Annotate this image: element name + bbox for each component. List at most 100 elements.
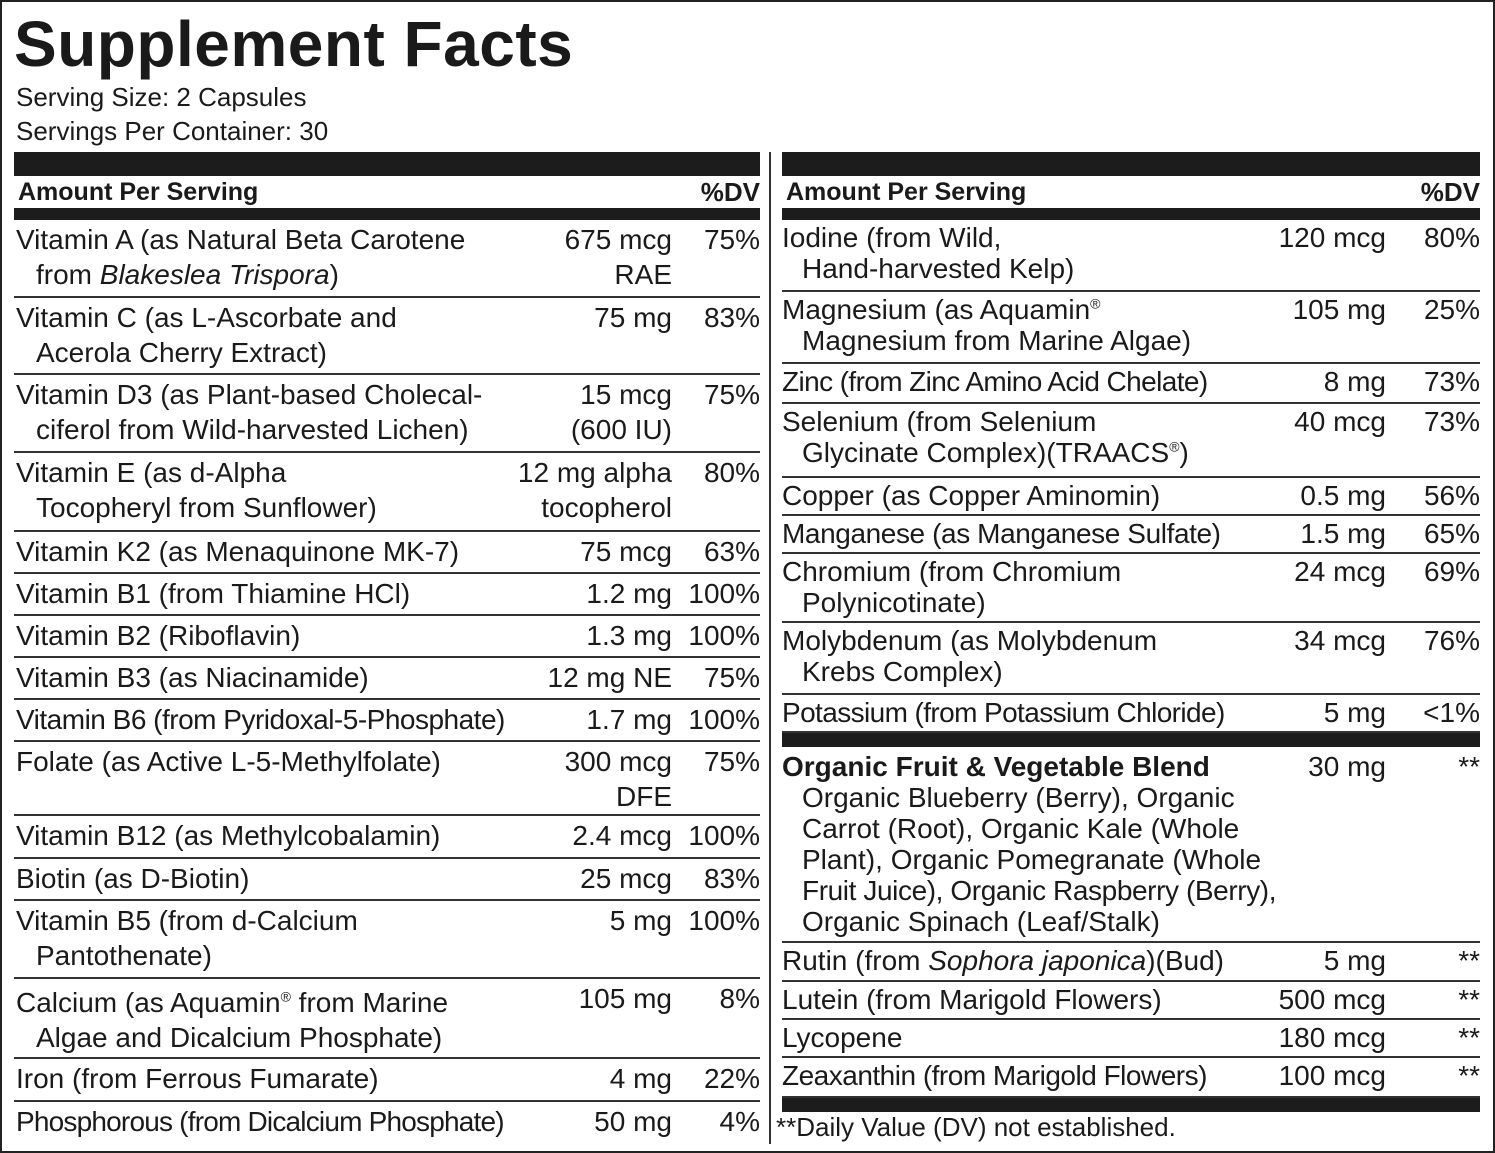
blend-dv: ** — [1458, 751, 1480, 782]
nutrient-dv: 63% — [703, 536, 760, 567]
nutrient-dv: ** — [1458, 1022, 1480, 1053]
nutrient-name: Vitamin B5 (from d-Calcium Pantothenate) — [16, 905, 358, 971]
nutrient-amount: 105 mg — [1292, 294, 1386, 325]
nutrient-name: Folate (as Active L-5-Methylfolate) — [16, 746, 441, 777]
nutrient-row: Vitamin A (as Natural Beta Carotene from… — [14, 220, 760, 298]
nutrient-amount: 5 mg — [609, 905, 672, 936]
nutrient-dv: 75% — [703, 379, 760, 410]
nutrient-name: Rutin (from Sophora japonica)(Bud) — [782, 945, 1224, 976]
nutrient-dv: 25% — [1423, 294, 1480, 325]
blend-ingredient-line: Organic Spinach (Leaf/Stalk) — [802, 906, 1160, 937]
blend-ingredient-line: Plant), Organic Pomegranate (Whole — [802, 844, 1262, 875]
nutrient-dv: 22% — [703, 1063, 760, 1094]
nutrient-row: Potassium (from Potassium Chloride) 5 mg… — [782, 695, 1480, 733]
blend-ingredient-line: Fruit Juice), Organic Raspberry (Berry), — [802, 875, 1277, 906]
nutrient-row: Selenium (from Selenium Glycinate Comple… — [782, 404, 1480, 478]
nutrient-dv: 73% — [1423, 406, 1480, 437]
nutrient-dv: 80% — [1423, 222, 1480, 253]
nutrient-dv: 100% — [688, 620, 760, 651]
right-nutrient-column: Amount Per Serving %DV Iodine (from Wild… — [782, 152, 1480, 1112]
nutrient-amount: 180 mcg — [1278, 1022, 1386, 1053]
nutrient-row: Zinc (from Zinc Amino Acid Chelate) 8 mg… — [782, 364, 1480, 404]
dv-heading: %DV — [700, 177, 760, 207]
nutrient-dv: 75% — [703, 746, 760, 777]
amount-per-serving-heading: Amount Per Serving — [786, 178, 1027, 206]
nutrient-dv: 83% — [703, 302, 760, 333]
nutrient-dv: 100% — [688, 905, 760, 936]
nutrient-dv: ** — [1458, 1060, 1480, 1091]
nutrient-name: Vitamin K2 (as Menaquinone MK-7) — [16, 536, 460, 567]
nutrient-amount: 50 mg — [594, 1106, 672, 1137]
nutrient-amount: 15 mcg (600 IU) — [570, 379, 672, 445]
nutrient-row: Calcium (as Aquamin® from Marine Algae a… — [14, 979, 760, 1059]
nutrient-amount: 12 mg NE — [547, 662, 673, 693]
nutrient-row: Vitamin E (as d-Alpha Tocopheryl from Su… — [14, 453, 760, 532]
nutrient-row: Vitamin B6 (from Pyridoxal-5-Phosphate) … — [14, 700, 760, 742]
nutrient-dv: 4% — [719, 1106, 760, 1137]
nutrient-name: Vitamin C (as L-Ascorbate and Acerola Ch… — [16, 302, 397, 368]
nutrient-dv: 65% — [1423, 518, 1480, 549]
nutrient-row: Iodine (from Wild, Hand-harvested Kelp) … — [782, 220, 1480, 292]
blend-row: Organic Fruit & Vegetable Blend Organic … — [782, 733, 1480, 943]
column-header: Amount Per Serving %DV — [782, 176, 1480, 220]
left-nutrient-column: Amount Per Serving %DV Vitamin A (as Nat… — [14, 152, 760, 1142]
thick-rule — [782, 1098, 1480, 1112]
nutrient-name: Molybdenum (as Molybdenum Krebs Complex) — [782, 625, 1158, 687]
nutrient-dv: ** — [1458, 984, 1480, 1015]
nutrient-name: Potassium (from Potassium Chloride) — [782, 697, 1225, 728]
nutrient-amount: 300 mcg DFE — [564, 746, 672, 812]
nutrient-amount: 12 mg alpha tocopherol — [517, 457, 672, 523]
thick-rule — [782, 152, 1480, 176]
nutrient-amount: 675 mcg RAE — [564, 224, 672, 290]
nutrient-name: Copper (as Copper Aminomin) — [782, 480, 1161, 511]
dv-heading: %DV — [1420, 177, 1480, 207]
nutrient-name: Lycopene — [782, 1022, 903, 1053]
nutrient-name: Vitamin B6 (from Pyridoxal-5-Phosphate) — [16, 704, 505, 735]
nutrient-amount: 8 mg — [1323, 366, 1386, 397]
blend-ingredient-line: Carrot (Root), Organic Kale (Whole — [802, 813, 1240, 844]
nutrient-amount: 120 mcg — [1278, 222, 1386, 253]
nutrient-amount: 5 mg — [1323, 945, 1386, 976]
nutrient-row: Manganese (as Manganese Sulfate) 1.5 mg … — [782, 516, 1480, 554]
nutrient-row: Magnesium (as Aquamin® Magnesium from Ma… — [782, 292, 1480, 364]
nutrient-name: Selenium (from Selenium Glycinate Comple… — [782, 406, 1189, 468]
nutrient-amount: 2.4 mcg — [572, 820, 672, 851]
nutrient-row: Vitamin B3 (as Niacinamide) 12 mg NE 75% — [14, 658, 760, 700]
nutrient-amount: 25 mcg — [580, 863, 672, 894]
nutrient-row: Iron (from Ferrous Fumarate) 4 mg 22% — [14, 1059, 760, 1102]
nutrient-amount: 5 mg — [1323, 697, 1386, 728]
blend-name: Organic Fruit & Vegetable Blend — [782, 751, 1210, 782]
column-divider — [769, 152, 771, 1144]
nutrient-name: Zinc (from Zinc Amino Acid Chelate) — [782, 366, 1208, 397]
nutrient-amount: 500 mcg — [1278, 984, 1386, 1015]
nutrient-dv: 100% — [688, 578, 760, 609]
nutrient-dv: 76% — [1423, 625, 1480, 656]
nutrient-name: Chromium (from Chromium Polynicotinate) — [782, 556, 1122, 618]
nutrient-amount: 75 mcg — [580, 536, 672, 567]
nutrient-dv: 83% — [703, 863, 760, 894]
nutrient-dv: ** — [1458, 945, 1480, 976]
servings-per-container: Servings Per Container: 30 — [16, 116, 329, 146]
nutrient-dv: 73% — [1423, 366, 1480, 397]
nutrient-row: Vitamin C (as L-Ascorbate and Acerola Ch… — [14, 298, 760, 375]
nutrient-name: Lutein (from Marigold Flowers) — [782, 984, 1162, 1015]
nutrient-name: Manganese (as Manganese Sulfate) — [782, 518, 1221, 549]
serving-size: Serving Size: 2 Capsules — [16, 82, 307, 112]
nutrient-name: Magnesium (as Aquamin® Magnesium from Ma… — [782, 294, 1192, 356]
nutrient-amount: 4 mg — [609, 1063, 672, 1094]
nutrient-name: Iodine (from Wild, Hand-harvested Kelp) — [782, 222, 1075, 284]
nutrient-name: Iron (from Ferrous Fumarate) — [16, 1063, 379, 1094]
nutrient-row: Lutein (from Marigold Flowers) 500 mcg *… — [782, 982, 1480, 1020]
label-title: Supplement Facts — [14, 8, 574, 80]
nutrient-dv: 69% — [1423, 556, 1480, 587]
nutrient-row: Vitamin B1 (from Thiamine HCl) 1.2 mg 10… — [14, 574, 760, 616]
nutrient-name: Vitamin B3 (as Niacinamide) — [16, 662, 369, 693]
nutrient-row: Biotin (as D-Biotin) 25 mcg 83% — [14, 859, 760, 901]
nutrient-row: Vitamin B12 (as Methylcobalamin) 2.4 mcg… — [14, 816, 760, 859]
nutrient-dv: 75% — [703, 224, 760, 255]
thick-rule — [14, 152, 760, 176]
nutrient-row: Vitamin B5 (from d-Calcium Pantothenate)… — [14, 901, 760, 979]
nutrient-amount: 75 mg — [594, 302, 672, 333]
nutrient-name: Vitamin E (as d-Alpha Tocopheryl from Su… — [16, 457, 377, 523]
blend-amount: 30 mg — [1308, 751, 1386, 782]
